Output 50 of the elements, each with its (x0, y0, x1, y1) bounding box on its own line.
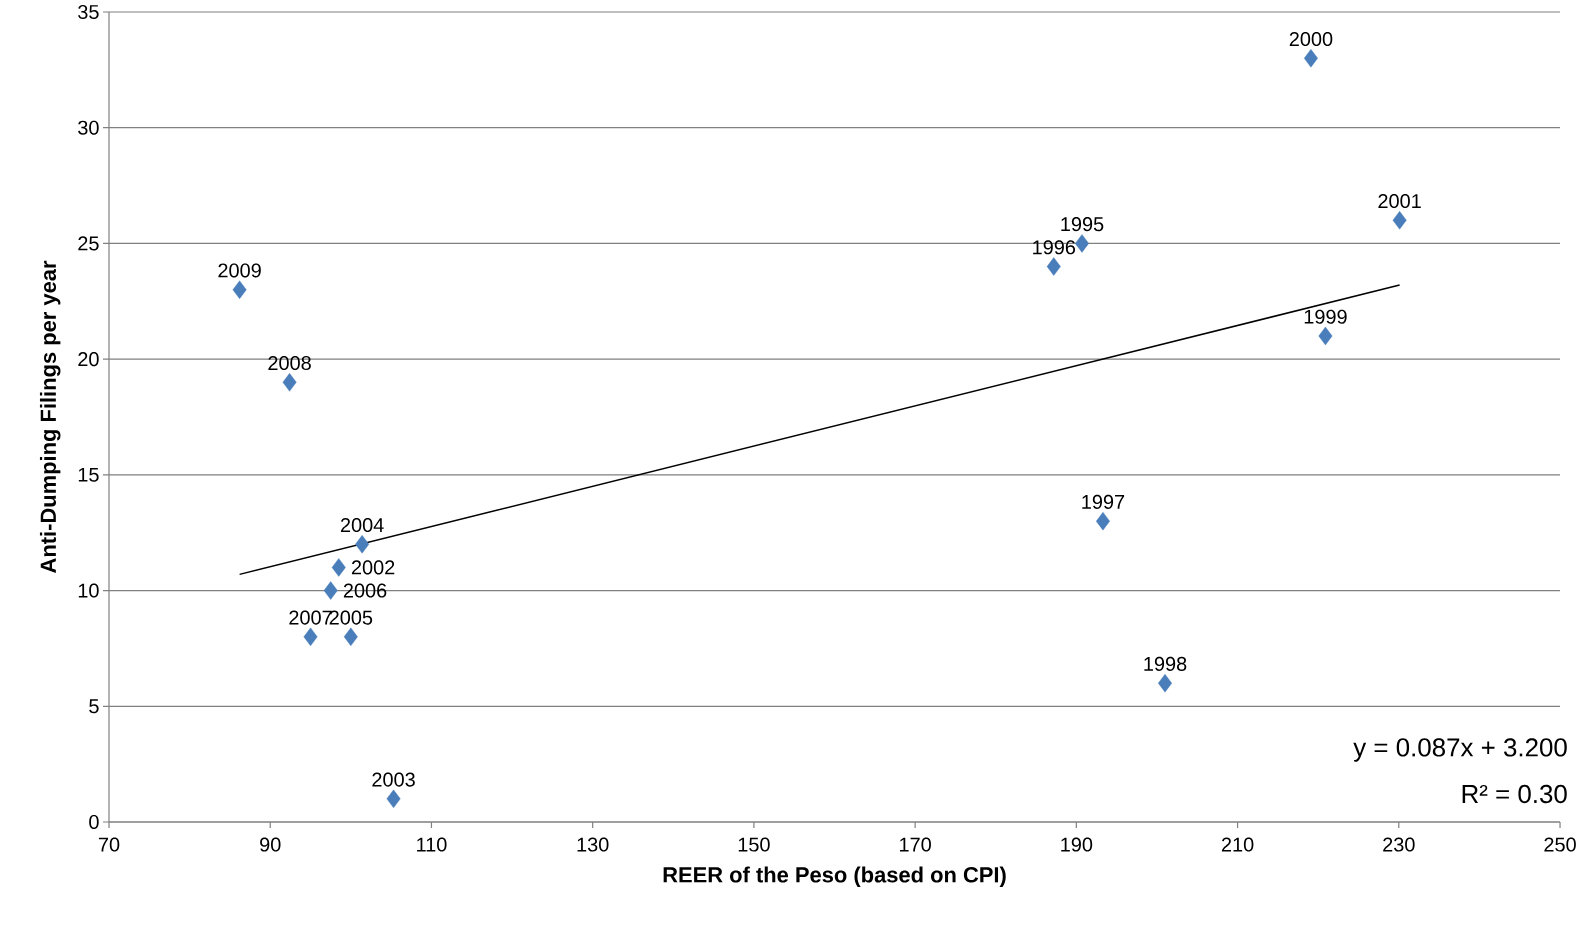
y-tick-label: 0 (89, 814, 99, 830)
x-tick-label: 190 (1061, 837, 1093, 852)
annotation: 1995 (1061, 217, 1104, 232)
x-axis-title: REER of the Peso (based on CPI) (663, 866, 1006, 887)
annotation: 2004 (340, 517, 384, 533)
point (232, 280, 247, 299)
annotation: 1998 (1144, 656, 1187, 671)
point (303, 627, 318, 647)
point (343, 627, 358, 647)
annotation: 2006 (343, 583, 387, 598)
y-tick-label: 15 (78, 467, 99, 482)
point (355, 535, 370, 554)
x-tick-label: 210 (1221, 837, 1254, 852)
point (1046, 257, 1061, 276)
annotation: 1996 (1033, 240, 1076, 255)
annotation: 2003 (372, 772, 415, 787)
y-tick-label: 20 (78, 352, 99, 367)
x-tick-label: 170 (900, 837, 931, 852)
annotation: 2009 (218, 263, 261, 278)
x-tick-label: 90 (260, 837, 281, 852)
point (282, 373, 297, 392)
y-tick-label: 25 (78, 236, 99, 251)
x-tick-label: 250 (1544, 837, 1576, 852)
annotation: R² = 0.30 (1462, 784, 1567, 804)
point (323, 581, 338, 600)
point (1075, 234, 1089, 253)
annotation: 2000 (1289, 31, 1333, 47)
y-tick-label: 10 (78, 583, 99, 598)
y-tick-label: 35 (78, 4, 99, 20)
y-axis-title: Anti-Dumping Filings per year (39, 260, 61, 573)
point (1318, 326, 1333, 346)
annotation: 2001 (1378, 193, 1421, 209)
x-tick-label: 110 (417, 837, 447, 852)
point (1158, 673, 1172, 693)
point (1392, 211, 1407, 230)
point (331, 558, 346, 577)
y-tick-label: 30 (78, 120, 99, 135)
x-tick-label: 130 (577, 837, 609, 852)
annotation: 1999 (1304, 309, 1347, 324)
annotation: y = 0.087x + 3.200 (1353, 738, 1567, 762)
point (1096, 511, 1110, 531)
point (1303, 49, 1318, 68)
point (386, 789, 401, 809)
annotation: 2002 (351, 560, 395, 575)
annotation: 1997 (1082, 494, 1125, 509)
x-tick-label: 150 (738, 837, 770, 852)
annotation: 2008 (268, 355, 311, 371)
x-tick-label: 70 (98, 837, 120, 852)
y-tick-label: 5 (89, 699, 99, 714)
x-tick-label: 230 (1383, 837, 1415, 852)
